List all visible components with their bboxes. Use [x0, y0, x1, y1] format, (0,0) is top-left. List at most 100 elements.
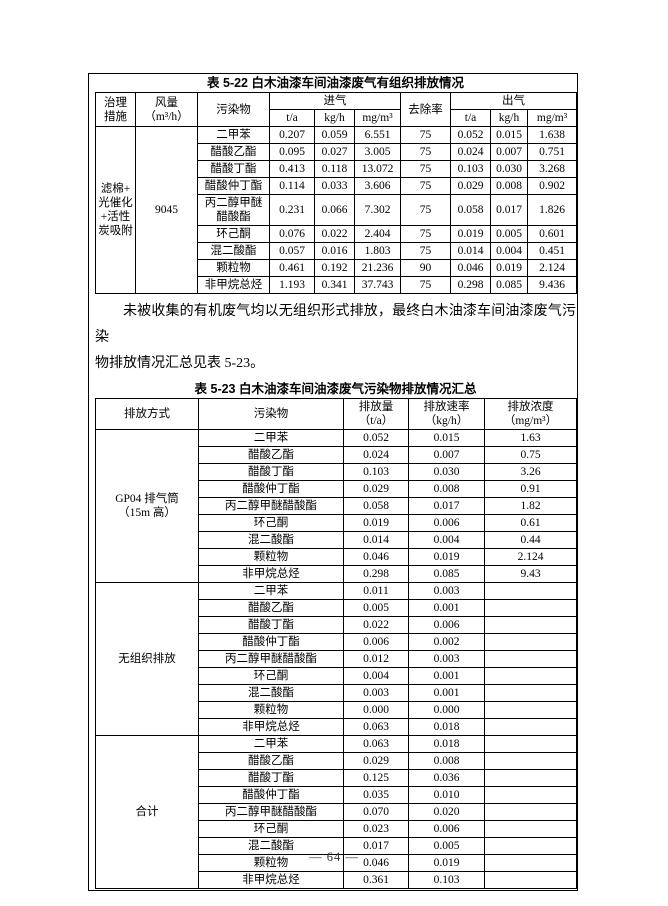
value-cell: 75 — [400, 242, 452, 260]
table-row: 颗粒物 0.000 0.000 — [96, 701, 577, 719]
pollutant-cell: 二甲苯 — [197, 126, 270, 144]
value-cell — [484, 769, 577, 787]
value-cell: 0.008 — [490, 177, 529, 195]
value-cell: 3.268 — [527, 160, 578, 178]
table-row: 醋酸仲丁酯 0.114 0.033 3.606 75 0.029 0.008 0.902 — [96, 177, 578, 195]
value-cell: 0.298 — [450, 276, 492, 294]
value-cell: 3.005 — [353, 143, 402, 161]
table-row: GP04 排气筒 （15m 高） 二甲苯 0.052 0.015 1.63 — [95, 429, 577, 583]
value-cell: 0.014 — [450, 242, 492, 260]
value-cell: 0.052 — [343, 429, 409, 447]
value-cell: 37.743 — [353, 276, 402, 294]
value-cell: 0.004 — [490, 242, 529, 260]
value-cell: 0.019 — [450, 225, 492, 243]
value-cell: 0.029 — [450, 177, 492, 195]
value-cell: 2.124 — [484, 548, 577, 566]
value-cell: 0.022 — [314, 225, 355, 243]
unit-cell: kg/h — [490, 109, 529, 127]
value-cell: 0.070 — [343, 803, 409, 821]
value-cell: 0.046 — [450, 259, 492, 277]
value-cell: 0.114 — [269, 177, 315, 195]
value-cell: 0.006 — [408, 820, 485, 838]
value-cell: 0.046 — [343, 548, 409, 566]
table-row: 混二酸酯 0.014 0.004 0.44 — [96, 531, 577, 549]
unit-cell: t/a — [269, 109, 315, 127]
paragraph-line: 物排放情况汇总见表 5-23。 — [95, 356, 265, 371]
value-cell — [484, 701, 577, 719]
content-frame: 表 5-22 白木油漆车间油漆废气有组织排放情况 治理 措施 风量 （m³/h）… — [88, 73, 578, 891]
value-cell: 0.019 — [343, 514, 409, 532]
table-row: 醋酸仲丁酯 0.006 0.002 — [96, 633, 577, 651]
value-cell: 0.75 — [484, 446, 577, 464]
value-cell — [484, 633, 577, 651]
value-cell: 0.005 — [343, 599, 409, 617]
header-emission-amount: 排放量 （t/a） — [343, 398, 409, 430]
table-header-row: 排放方式 污染物 排放量 （t/a） 排放速率 （kg/h） 排放浓度 （mg/… — [95, 398, 577, 430]
pollutant-cell: 混二酸酯 — [198, 684, 344, 702]
pollutant-cell: 醋酸仲丁酯 — [198, 480, 344, 498]
value-cell: 0.011 — [343, 582, 409, 600]
table-5-23: 排放方式 污染物 排放量 （t/a） 排放速率 （kg/h） 排放浓度 （mg/… — [95, 398, 577, 889]
emission-mode-cell: 合计 — [95, 735, 199, 889]
pollutant-cell: 醋酸丁酯 — [198, 769, 344, 787]
value-cell: 0.016 — [314, 242, 355, 260]
header-pollutant: 污染物 — [198, 398, 344, 430]
value-cell: 0.006 — [408, 616, 485, 634]
table-row: 非甲烷总烃 1.193 0.341 37.743 75 0.298 0.085 9.436 — [96, 276, 578, 294]
value-cell: 75 — [400, 225, 452, 243]
pollutant-cell: 混二酸酯 — [197, 242, 270, 260]
page-number: — 64 — — [309, 850, 359, 864]
value-cell: 0.001 — [408, 684, 485, 702]
pollutant-cell: 丙二醇甲醚醋酸酯 — [198, 803, 344, 821]
pollutant-cell: 非甲烷总烃 — [198, 565, 344, 583]
value-cell: 0.006 — [408, 514, 485, 532]
value-cell: 0.751 — [527, 143, 578, 161]
value-cell: 0.017 — [343, 837, 409, 855]
table-row: 醋酸仲丁酯 0.029 0.008 0.91 — [96, 480, 577, 498]
value-cell: 0.024 — [450, 143, 492, 161]
value-cell: 75 — [400, 126, 452, 144]
pollutant-cell: 醋酸丁酯 — [197, 160, 270, 178]
value-cell: 0.015 — [490, 126, 529, 144]
body-paragraph: 未被收集的有机废气均以无组织形式排放，最终白木油漆车间油漆废气污染 物排放情况汇… — [95, 299, 576, 377]
pollutant-cell: 醋酸丁酯 — [198, 463, 344, 481]
value-cell: 0.029 — [343, 480, 409, 498]
pollutant-cell: 醋酸乙酯 — [197, 143, 270, 161]
table-row: 颗粒物 0.046 0.019 2.124 — [96, 548, 577, 566]
value-cell: 0.085 — [490, 276, 529, 294]
table-row: 颗粒物 0.461 0.192 21.236 90 0.046 0.019 2.124 — [96, 259, 578, 277]
pollutant-cell: 混二酸酯 — [198, 531, 344, 549]
value-cell: 1.82 — [484, 497, 577, 515]
value-cell: 6.551 — [353, 126, 402, 144]
pollutant-cell: 颗粒物 — [198, 854, 344, 872]
pollutant-cell: 醋酸丁酯 — [198, 616, 344, 634]
value-cell: 0.018 — [408, 718, 485, 736]
value-cell: 0.008 — [408, 752, 485, 770]
value-cell: 0.461 — [269, 259, 315, 277]
value-cell: 0.076 — [269, 225, 315, 243]
table-row: 颗粒物 0.046 0.019 — [96, 854, 577, 872]
value-cell — [484, 871, 577, 889]
value-cell: 0.341 — [314, 276, 355, 294]
table-row: 无组织排放 二甲苯 0.011 0.003 — [95, 582, 577, 736]
value-cell: 0.029 — [343, 752, 409, 770]
unit-cell: t/a — [450, 109, 492, 127]
value-cell: 1.638 — [527, 126, 578, 144]
value-cell: 0.017 — [490, 194, 529, 226]
value-cell: 75 — [400, 276, 452, 294]
value-cell: 0.023 — [343, 820, 409, 838]
airflow-cell: 9045 — [135, 126, 198, 294]
value-cell: 3.606 — [353, 177, 402, 195]
value-cell: 0.003 — [343, 684, 409, 702]
value-cell: 75 — [400, 160, 452, 178]
value-cell: 0.085 — [408, 565, 485, 583]
value-cell: 9.436 — [527, 276, 578, 294]
value-cell: 0.020 — [408, 803, 485, 821]
table-row: 丙二醇甲醚醋酸酯 0.012 0.003 — [96, 650, 577, 668]
table-5-23-title: 表 5-23 白木油漆车间油漆废气污染物排放情况汇总 — [194, 382, 477, 396]
value-cell: 9.43 — [484, 565, 577, 583]
value-cell — [484, 582, 577, 600]
unit-cell: mg/m³ — [527, 109, 578, 127]
emission-mode-cell: GP04 排气筒 （15m 高） — [95, 429, 199, 583]
